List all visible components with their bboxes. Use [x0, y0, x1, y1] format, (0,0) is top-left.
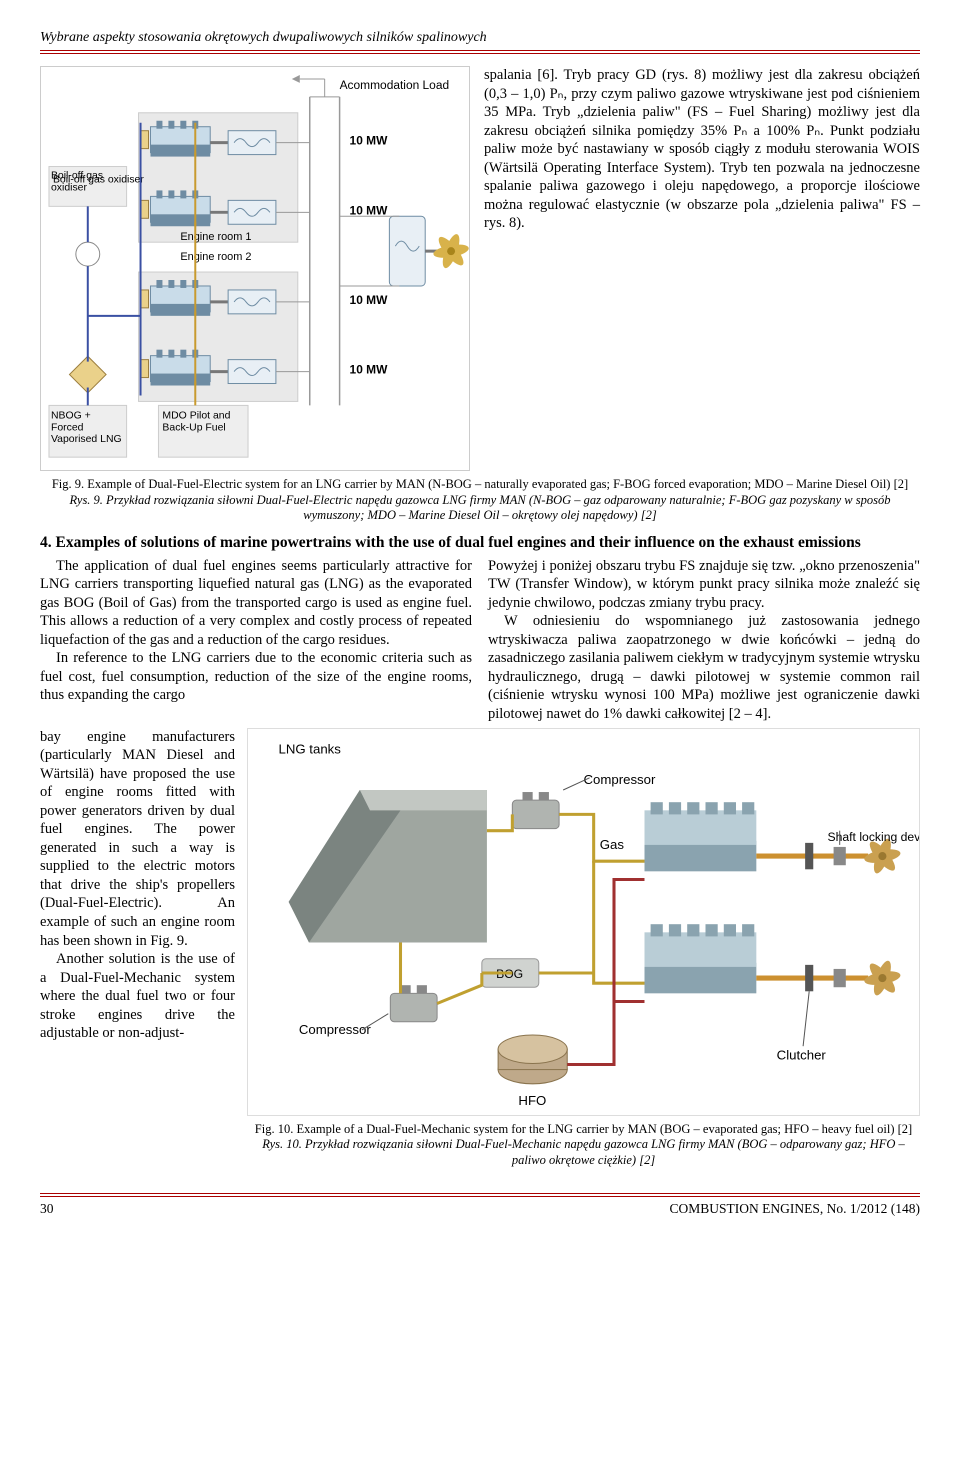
- svg-text:HFO: HFO: [518, 1093, 546, 1108]
- fig9-oxidiser-label: Boil-off gas oxidiser: [51, 171, 125, 194]
- journal-ref: COMBUSTION ENGINES, No. 1/2012 (148): [670, 1201, 921, 1217]
- left-column: The application of dual fuel engines see…: [40, 557, 472, 724]
- fig10-engine-1: [644, 802, 756, 871]
- svg-text:10 MW: 10 MW: [350, 134, 389, 148]
- right-column: Powyżej i poniżej obszaru trybu FS znajd…: [488, 557, 920, 724]
- page-footer: 30 COMBUSTION ENGINES, No. 1/2012 (148): [40, 1193, 920, 1217]
- figure-9: Acommodation Load 10 MW 10 MW 10 MW 10 M…: [40, 66, 470, 471]
- running-head: Wybrane aspekty stosowania okrętowych dw…: [40, 30, 920, 54]
- fig9-room2-label: Engine room 2: [180, 251, 251, 263]
- fig10-engine-2: [644, 924, 756, 993]
- svg-text:10 MW: 10 MW: [350, 203, 389, 217]
- section-4-heading: 4. Examples of solutions of marine power…: [40, 534, 920, 553]
- page-number: 30: [40, 1201, 54, 1217]
- fig9-mdo-label: MDO Pilot and Back-Up Fuel: [162, 409, 246, 433]
- figure-10-svg: LNG tanks Compressor Compressor: [247, 728, 920, 1116]
- right-column-text: spalania [6]. Tryb pra­cy GD (rys. 8) mo…: [484, 66, 920, 471]
- fig10-compressor-bottom-label: Compressor: [299, 1021, 372, 1036]
- fig10-compressor-top-label: Compressor: [584, 771, 657, 786]
- svg-text:10 MW: 10 MW: [350, 293, 389, 307]
- svg-text:10 MW: 10 MW: [350, 363, 389, 377]
- fig9-nbog-label: NBOG + Forced Vaporised LNG: [51, 409, 125, 445]
- narrow-left-text: bay engine manufacturers (particularly M…: [40, 728, 235, 1179]
- figure-10: LNG tanks Compressor Compressor: [247, 728, 920, 1179]
- figure-10-caption: Fig. 10. Example of a Dual-Fuel-Mechanic…: [247, 1122, 920, 1169]
- fig10-shaftlock-label: Shaft locking device: [827, 829, 920, 843]
- fig9-oxidiser-circle: [76, 242, 100, 266]
- fig10-lngtanks-label: LNG tanks: [279, 741, 342, 756]
- fig9-accload-label: Acommodation Load: [340, 78, 450, 92]
- fig9-room1-label: Engine room 1: [180, 231, 251, 243]
- fig10-gas-label: Gas: [600, 836, 625, 851]
- figure-9-caption: Fig. 9. Example of Dual-Fuel-Electric sy…: [40, 477, 920, 524]
- figure-9-svg: Acommodation Load 10 MW 10 MW 10 MW 10 M…: [41, 67, 469, 470]
- fig10-clutcher-label: Clutcher: [777, 1047, 827, 1062]
